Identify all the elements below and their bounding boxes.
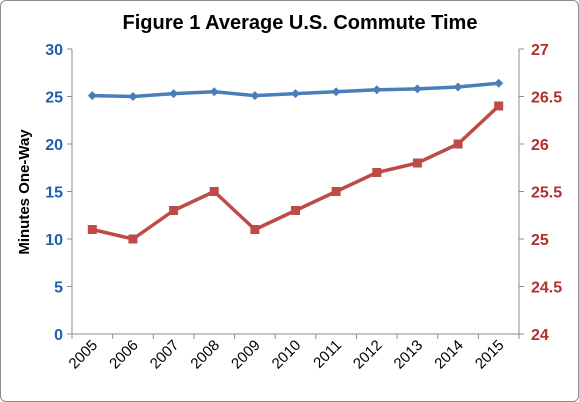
x-tick-label: 2013 <box>391 337 427 373</box>
right-tick-label: 26 <box>531 137 549 154</box>
x-tick-label: 2010 <box>269 337 305 373</box>
right-tick-label: 24.5 <box>531 280 562 297</box>
chart-title: Figure 1 Average U.S. Commute Time <box>123 12 478 34</box>
left-tick-label: 15 <box>45 185 63 202</box>
series-2-point <box>412 158 422 168</box>
series-2-point <box>87 225 97 234</box>
series-2-point <box>453 139 463 149</box>
series-2-point <box>494 101 504 111</box>
series-2-point <box>331 187 341 196</box>
right-tick-label: 25.5 <box>531 185 562 202</box>
series-1-point <box>412 84 422 94</box>
left-tick-label: 5 <box>54 280 63 297</box>
left-tick-label: 10 <box>45 232 63 249</box>
right-tick-label: 24 <box>531 327 549 344</box>
series-2-line <box>91 104 500 241</box>
series-2-point <box>209 187 219 196</box>
series-2-point <box>250 225 260 234</box>
series-1-point <box>372 85 382 95</box>
right-tick-label: 25 <box>531 232 549 249</box>
plot-area: 0 5 10 15 20 25 30 24 24.5 25 25.5 26 26.5 27 2005 2006… <box>45 42 562 372</box>
x-tick-label: 2012 <box>350 337 386 373</box>
series-2-point <box>128 234 138 244</box>
right-tick-label: 27 <box>531 42 549 59</box>
left-tick-label: 0 <box>54 327 63 344</box>
series-2-point <box>291 206 300 215</box>
series-1-point <box>209 87 219 97</box>
x-tick-label: 2008 <box>187 337 223 373</box>
left-tick-label: 30 <box>45 42 63 59</box>
x-tick-label: 2011 <box>310 337 345 372</box>
right-tick-label: 26.5 <box>531 90 562 107</box>
series-1-point <box>128 92 138 101</box>
left-tick-label: 25 <box>45 90 63 107</box>
series-1-point <box>331 87 341 97</box>
x-tick-label: 2009 <box>228 337 264 373</box>
series-1-point <box>169 89 179 99</box>
series-1-point <box>453 82 463 92</box>
series-2-point <box>372 168 382 177</box>
x-tick-label: 2014 <box>431 337 467 373</box>
series-1-point <box>87 91 97 101</box>
y-axis-label: Minutes One-Way <box>16 129 33 255</box>
x-tick-label: 2015 <box>472 337 508 373</box>
series-1-point <box>494 78 504 88</box>
series-1-point <box>291 89 300 99</box>
left-tick-label: 20 <box>45 137 63 154</box>
series-2-point <box>169 206 179 215</box>
x-tick-label: 2006 <box>106 337 142 373</box>
x-tick-label: 2005 <box>66 337 102 373</box>
x-tick-label: 2007 <box>147 337 183 373</box>
series-1-point <box>250 91 260 101</box>
